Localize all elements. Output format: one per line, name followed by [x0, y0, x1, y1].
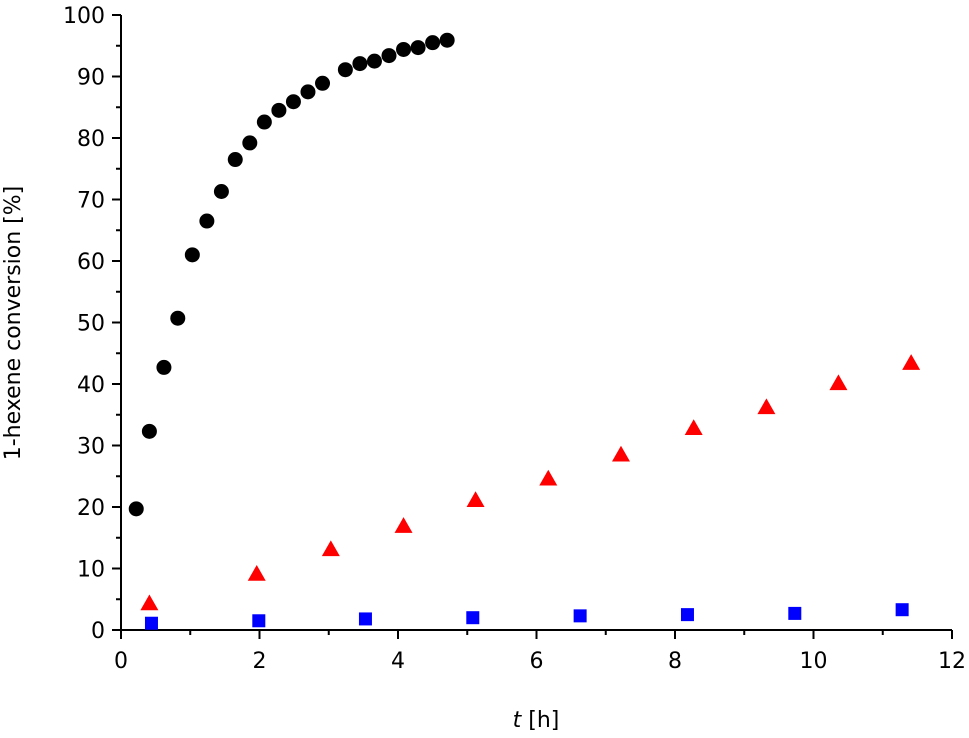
data-point-circle — [381, 48, 397, 64]
y-tick-label: 60 — [77, 250, 105, 275]
data-point-triangle — [539, 469, 558, 486]
data-point-square — [466, 611, 480, 625]
data-point-triangle — [902, 354, 921, 370]
data-point-circle — [366, 53, 382, 69]
y-tick-label: 0 — [91, 619, 105, 644]
data-point-triangle — [247, 565, 266, 581]
y-tick-label: 90 — [77, 66, 105, 91]
data-point-triangle — [466, 491, 485, 507]
tick-labels: 0 2 4 6 8 10 12 0 10 20 30 40 50 60 70 80 90 100 — [63, 4, 966, 674]
data-point-square — [788, 606, 802, 620]
x-axis-title-unit: [h] — [521, 708, 559, 733]
axes — [120, 15, 952, 631]
data-point-circle — [213, 184, 229, 200]
data-point-triangle — [611, 445, 630, 462]
data-point-triangle — [829, 374, 848, 391]
data-point-square — [358, 612, 372, 626]
x-axis-title: t [h] — [513, 708, 560, 733]
y-tick-label: 20 — [77, 496, 105, 521]
data-point-square — [252, 614, 266, 628]
data-point-circle — [141, 423, 157, 439]
data-point-square — [895, 603, 909, 617]
y-tick-label: 10 — [77, 558, 105, 583]
data-point-square — [573, 609, 587, 623]
data-point-circle — [256, 114, 272, 130]
y-tick-label: 80 — [77, 127, 105, 152]
data-point-circle — [242, 135, 258, 151]
tick-marks — [112, 14, 953, 639]
data-point-triangle — [140, 594, 159, 611]
circle-series — [128, 32, 455, 517]
data-point-square — [680, 608, 694, 622]
x-tick-label: 0 — [114, 649, 128, 674]
y-tick-label: 100 — [63, 4, 105, 29]
square-series — [144, 603, 909, 630]
x-tick-label: 8 — [668, 649, 682, 674]
x-tick-label: 2 — [253, 649, 267, 674]
data-point-circle — [410, 40, 426, 56]
data-point-circle — [315, 75, 331, 91]
data-point-circle — [425, 35, 441, 51]
data-point-circle — [199, 213, 215, 229]
y-tick-label: 50 — [77, 312, 105, 337]
y-axis-title: 1-hexene conversion [%] — [1, 186, 26, 461]
y-tick-label: 40 — [77, 373, 105, 398]
data-point-circle — [184, 247, 200, 263]
data-point-triangle — [321, 540, 340, 557]
data-point-triangle — [684, 419, 703, 436]
data-point-circle — [439, 32, 455, 48]
data-point-circle — [170, 310, 186, 326]
data-point-circle — [128, 501, 144, 517]
data-point-triangle — [757, 398, 776, 415]
data-point-circle — [227, 152, 243, 168]
x-tick-label: 10 — [800, 649, 828, 674]
x-tick-label: 12 — [938, 649, 966, 674]
triangle-series — [140, 354, 921, 611]
data-point-circle — [285, 94, 301, 110]
data-point-circle — [352, 56, 368, 72]
data-point-circle — [337, 62, 353, 78]
data-points — [128, 32, 921, 630]
y-tick-label: 70 — [77, 189, 105, 214]
data-point-triangle — [394, 517, 413, 533]
data-point-circle — [156, 359, 172, 375]
data-point-square — [144, 616, 158, 630]
x-axis-title-variable: t — [513, 708, 523, 733]
x-tick-label: 6 — [530, 649, 544, 674]
x-tick-label: 4 — [391, 649, 405, 674]
data-point-circle — [271, 102, 287, 118]
data-point-circle — [396, 41, 412, 57]
data-point-circle — [300, 84, 316, 100]
y-tick-label: 30 — [77, 435, 105, 460]
